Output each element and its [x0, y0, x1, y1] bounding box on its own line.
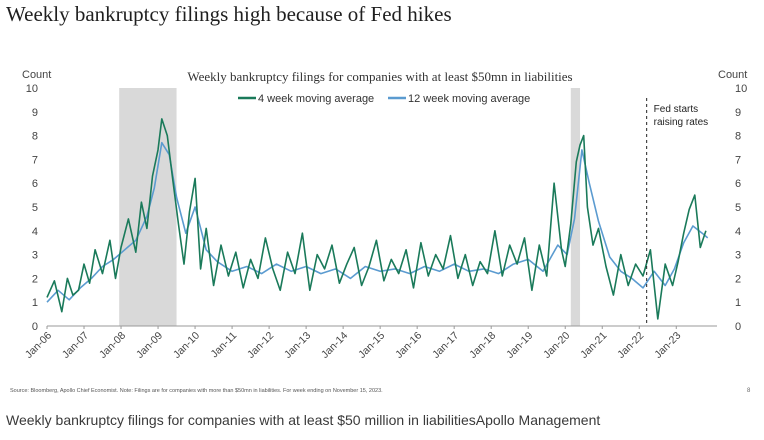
y-tick-label-left: 4 [32, 226, 38, 238]
y-tick-label-right: 6 [735, 178, 741, 190]
chart-container: 0 1 2 3 4 5 6 7 8 9 10 0 1 2 3 4 5 6 7 8 9 10 Jan-06 Jan-07 Ja… [0, 56, 764, 402]
y-tick-label-right: 3 [735, 250, 741, 262]
y-tick-label-left: 0 [32, 321, 38, 333]
page-number: 8 [747, 388, 751, 394]
y-tick-label-left: 7 [32, 154, 38, 166]
x-tick-label: Jan-16 [393, 330, 424, 361]
annotation-text: raising rates [654, 117, 708, 128]
annotation-text: Fed starts [654, 104, 698, 115]
legend-label: 4 week moving average [258, 93, 374, 105]
x-tick-label: Jan-08 [97, 330, 128, 361]
x-tick-label: Jan-07 [60, 330, 91, 361]
y-tick-label-left: 6 [32, 178, 38, 190]
y-tick-label-right: 1 [735, 297, 741, 309]
y-tick-label-right: 10 [735, 83, 747, 95]
x-tick-label: Jan-18 [467, 330, 498, 361]
x-axis-tick-labels: Jan-06 Jan-07 Jan-08 Jan-09 Jan-10 Jan-11 Jan-… [23, 326, 684, 361]
y-tick-label-left: 8 [32, 131, 38, 143]
x-tick-label: Jan-12 [245, 330, 276, 361]
x-tick-label: Jan-10 [171, 330, 202, 361]
y-axis-right-ticks: 0 1 2 3 4 5 6 7 8 9 10 [735, 83, 747, 333]
y-tick-label-left: 5 [32, 202, 38, 214]
fed-annotation: Fed starts raising rates [646, 98, 708, 326]
series-line [46, 118, 707, 320]
page-headline: Weekly bankruptcy filings high because o… [6, 2, 452, 26]
y-tick-label-right: 8 [735, 131, 741, 143]
x-tick-label: Jan-06 [23, 330, 54, 361]
x-tick-label: Jan-19 [504, 330, 535, 361]
y-tick-label-left: 10 [26, 83, 38, 95]
legend-label: 12 week moving average [408, 93, 530, 105]
x-tick-label: Jan-20 [541, 330, 572, 361]
x-tick-label: Jan-11 [209, 330, 240, 361]
x-tick-label: Jan-17 [430, 330, 461, 361]
y-tick-label-left: 1 [32, 297, 38, 309]
y-tick-label-left: 2 [32, 273, 38, 285]
y-tick-label-right: 2 [735, 273, 741, 285]
series-lines [46, 118, 709, 320]
chart-legend: 4 week moving average 12 week moving aver… [238, 93, 530, 105]
source-note: Source: Bloomberg, Apollo Chief Economis… [10, 388, 383, 394]
recession-band [119, 88, 177, 326]
y-axis-left-label: Count [22, 69, 51, 81]
y-axis-left-ticks: 0 1 2 3 4 5 6 7 8 9 10 [26, 83, 38, 333]
x-tick-label: Jan-22 [615, 330, 646, 361]
chart-title: Weekly bankruptcy filings for companies … [187, 69, 572, 84]
x-tick-label: Jan-09 [134, 330, 165, 361]
y-tick-label-right: 5 [735, 202, 741, 214]
y-tick-label-right: 9 [735, 107, 741, 119]
image-caption: Weekly bankruptcy filings for companies … [6, 412, 601, 428]
x-tick-label: Jan-21 [578, 330, 609, 361]
x-tick-label: Jan-23 [652, 330, 683, 361]
y-axis-right-label: Count [718, 69, 747, 81]
y-tick-label-left: 9 [32, 107, 38, 119]
y-tick-label-right: 0 [735, 321, 741, 333]
y-tick-label-right: 4 [735, 226, 741, 238]
y-tick-label-left: 3 [32, 250, 38, 262]
y-tick-label-right: 7 [735, 154, 741, 166]
x-tick-label: Jan-15 [356, 330, 387, 361]
x-tick-label: Jan-13 [282, 330, 313, 361]
x-tick-label: Jan-14 [319, 330, 350, 361]
recession-bands [119, 88, 581, 326]
